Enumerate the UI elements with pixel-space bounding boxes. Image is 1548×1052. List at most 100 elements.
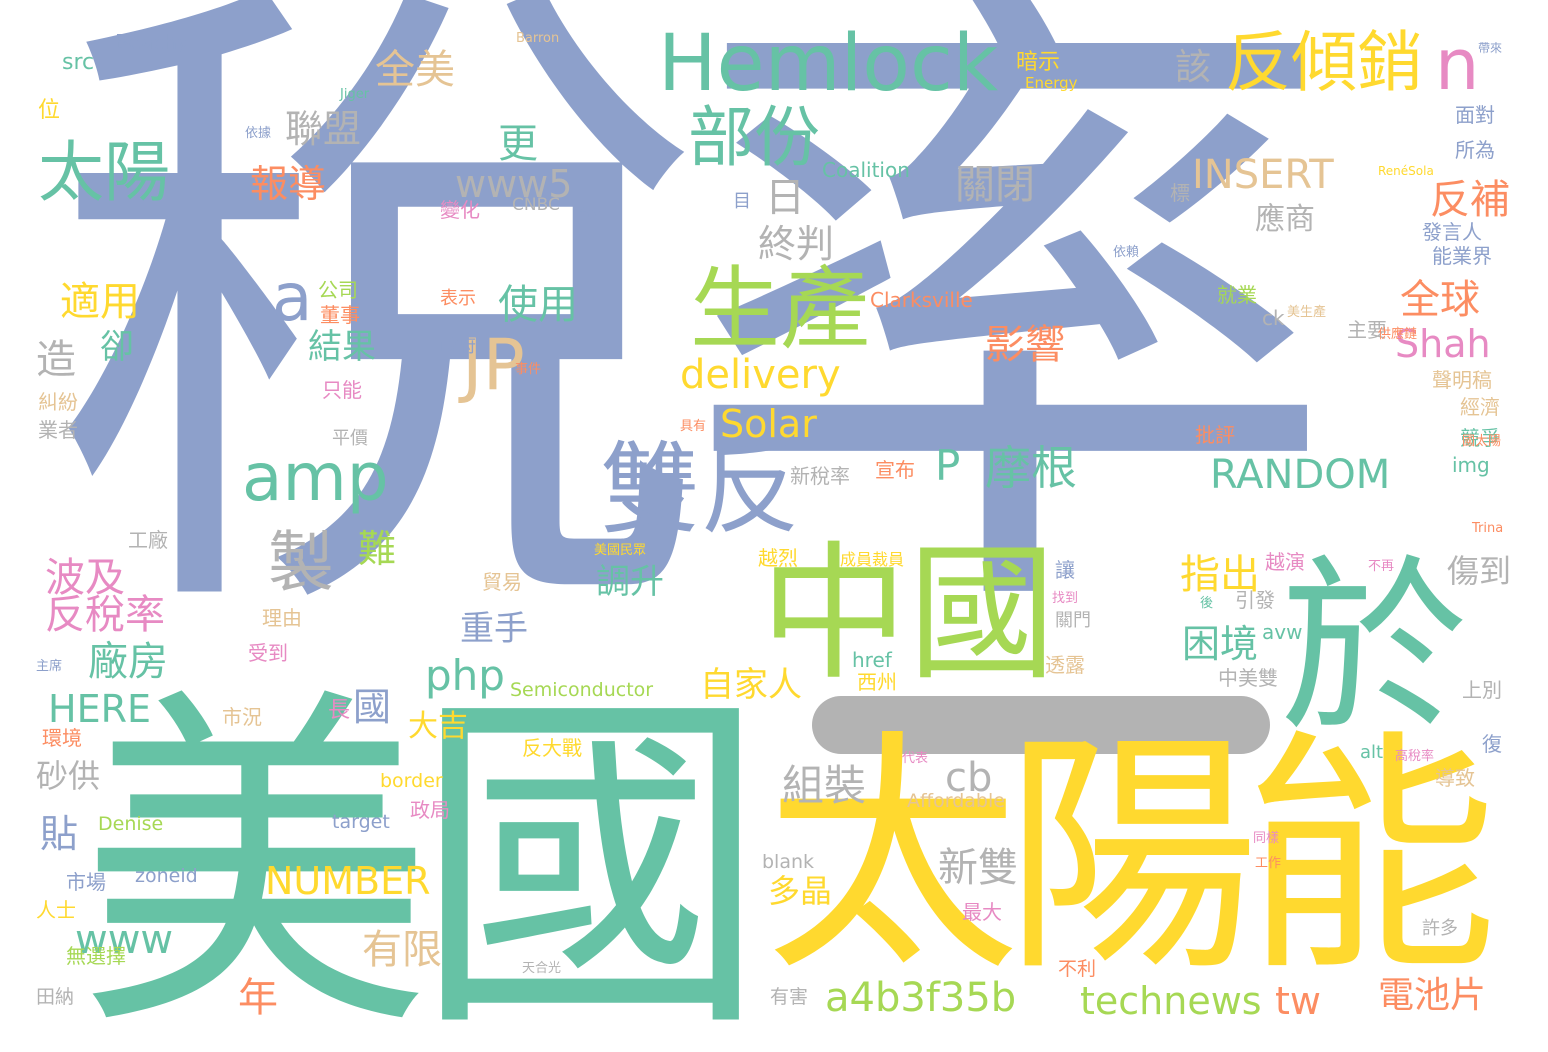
- word-item: 目: [733, 191, 751, 212]
- word-tennessee: 田納: [36, 986, 75, 1008]
- word-sun: 太陽: [38, 134, 170, 211]
- word-influence: 影響: [985, 322, 1065, 368]
- word-close-door: 關門: [1055, 610, 1091, 631]
- word-clarksville: Clarksville: [870, 288, 973, 312]
- word-make: 製: [268, 524, 334, 601]
- word-heavy-hand: 重手: [460, 609, 528, 649]
- word-factory: 廠房: [88, 639, 168, 685]
- word-main: 主要: [1347, 318, 1387, 342]
- word-high-tax-rate: 高稅率: [1395, 749, 1435, 764]
- word-trigger: 引發: [1235, 588, 1275, 612]
- word-more: 更: [498, 121, 538, 167]
- word-big-luck: 大吉: [408, 709, 468, 744]
- word-anti-subsidy: 反補: [1430, 177, 1510, 223]
- word-result: 結果: [308, 327, 376, 367]
- word-multicrystal: 多晶: [768, 872, 833, 910]
- word-create: 造: [36, 337, 76, 383]
- word-done: 所為: [1455, 138, 1495, 162]
- word-us-production: 美生產: [1287, 305, 1327, 320]
- word-china: 中國: [760, 528, 1056, 700]
- word-assembly: 組裝: [782, 761, 867, 810]
- word-production: 生產: [690, 257, 870, 362]
- word-political-situation: 政局: [410, 798, 450, 822]
- word-reveal: 透露: [1045, 653, 1085, 677]
- word-have: 具有: [680, 419, 707, 434]
- word-environment: 環境: [42, 726, 82, 750]
- word-criticize: 批評: [1195, 423, 1235, 447]
- word-restore: 復: [1482, 732, 1502, 756]
- word-trina-chinese: 天合光: [522, 961, 562, 976]
- word-jiger: Jiger: [340, 87, 370, 102]
- word-beachy: Beachy: [115, 30, 189, 54]
- word-target: target: [332, 811, 390, 833]
- word-industry: 能業界: [1432, 244, 1492, 268]
- word-tw: tw: [1275, 979, 1321, 1023]
- word-difficult: 難: [358, 527, 397, 571]
- word-escalate: 越演: [1265, 550, 1305, 574]
- word-depend: 依賴: [1113, 245, 1140, 260]
- word-employment: 就業: [1217, 283, 1257, 307]
- word-img: img: [1452, 453, 1490, 477]
- word-blank: blank: [762, 851, 815, 873]
- word-solar-energy: 太陽能: [765, 709, 1498, 1006]
- word-national-solar: 國太陽: [1462, 434, 1502, 449]
- word-lead-to: 導致: [1435, 766, 1475, 790]
- word-receive: 受到: [248, 641, 288, 665]
- word-state: 表示: [440, 288, 476, 309]
- word-cells: 電池片: [1378, 975, 1487, 1016]
- word-paste: 貼: [40, 812, 79, 856]
- word-statement: 聲明稿: [1432, 368, 1492, 392]
- word-operators: 業者: [38, 418, 78, 442]
- word-competition: 競爭: [1460, 426, 1500, 450]
- word-use: 使用: [498, 282, 578, 328]
- word-work: 工作: [1255, 856, 1282, 871]
- word-www5: www5: [455, 162, 573, 206]
- word-own-people: 自家人: [700, 665, 802, 705]
- word-silicon-supply: 砂供: [36, 757, 101, 795]
- word-government: 政府: [440, 336, 476, 357]
- word-number: NUMBER: [265, 859, 431, 903]
- word-technews: technews: [1080, 979, 1262, 1023]
- word-layoffs: 成員裁員: [840, 550, 905, 569]
- word-find: 找到: [1052, 591, 1079, 606]
- word-usa: 美國: [78, 660, 768, 1052]
- word-hemlock: Hemlock: [658, 19, 999, 109]
- word-anti-dumping: 反傾銷: [1225, 24, 1423, 101]
- word-renesola: RenéSola: [1378, 164, 1434, 178]
- word-coalition: Coalition: [822, 158, 910, 182]
- word-mark: 標: [1170, 181, 1190, 205]
- word-final-ruling: 終判: [758, 222, 835, 266]
- word-face: 面對: [1455, 103, 1495, 127]
- word-random: RANDOM: [1210, 452, 1391, 498]
- word-people: 人士: [36, 898, 76, 922]
- word-www: www: [75, 917, 174, 963]
- word-same: 同樣: [1253, 831, 1280, 846]
- word-src: src: [62, 50, 95, 75]
- word-report: 報導: [250, 162, 327, 206]
- word-year: 年: [238, 975, 278, 1021]
- word-us-china-double: 中美雙: [1218, 666, 1278, 690]
- word-american-public: 美國民眾: [594, 543, 647, 558]
- word-parity: 平價: [332, 428, 368, 449]
- word-no-choice: 無選擇: [66, 944, 126, 968]
- word-let: 讓: [1055, 558, 1075, 582]
- word-semiconductor: Semiconductor: [510, 679, 654, 701]
- word-point-out: 指出: [1180, 552, 1260, 598]
- word-represent: 代表: [902, 751, 929, 766]
- word-hurt: 傷到: [1447, 552, 1512, 590]
- word-but: 卻: [100, 327, 134, 367]
- word-anti-war: 反大戰: [522, 736, 582, 760]
- word-unfavorable: 不利: [1058, 958, 1097, 980]
- word-n: n: [1435, 24, 1480, 106]
- word-dilemma: 困境: [1182, 622, 1259, 666]
- word-long: 長: [328, 698, 351, 723]
- word-avw: avw: [1262, 620, 1303, 644]
- word-reason: 理由: [262, 606, 302, 630]
- word-the: 該: [1175, 47, 1212, 88]
- word-change: 變化: [440, 198, 480, 222]
- word-dispute: 糾紛: [38, 390, 78, 414]
- word-new-double: 新雙: [938, 845, 1018, 891]
- word-p: P: [935, 441, 961, 490]
- word-a4b3f35b: a4b3f35b: [825, 975, 1017, 1021]
